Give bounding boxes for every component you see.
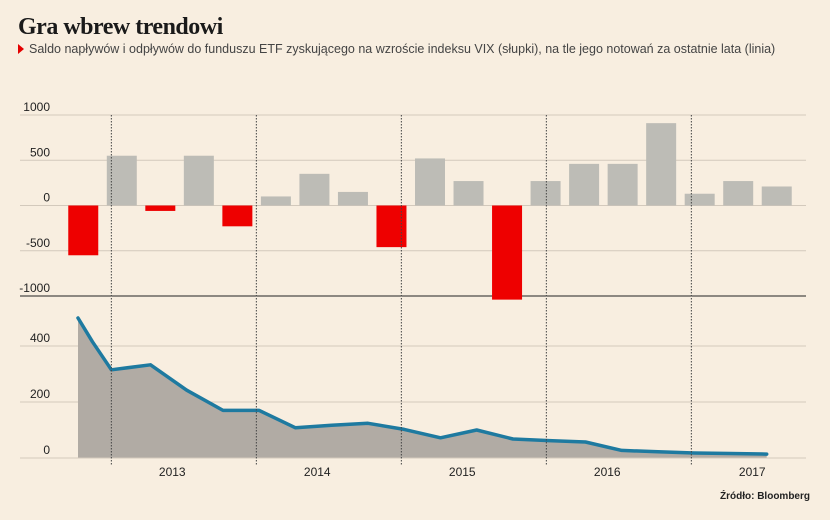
bar-panel: 1000 500 0 -500 -1000 — [19, 100, 806, 300]
bar-positive — [530, 181, 561, 206]
bar-negative — [145, 205, 176, 211]
source-note: Źródło: Bloomberg — [720, 491, 810, 502]
bar-negative — [376, 205, 407, 248]
bar-positive — [453, 181, 484, 206]
bar-y-tick-label: 1000 — [23, 100, 50, 114]
bar-negative — [222, 205, 253, 227]
bar-positive — [761, 186, 792, 206]
bar-positive — [299, 173, 330, 206]
year-dividers — [110, 115, 692, 466]
subtitle-marker-icon — [18, 44, 24, 54]
x-tick-label: 2013 — [159, 465, 186, 479]
price-area — [78, 318, 767, 458]
bar-y-tick-label: -500 — [26, 236, 50, 250]
bar-positive — [415, 158, 445, 206]
x-tick-label: 2015 — [449, 465, 476, 479]
bar-positive — [684, 193, 715, 206]
subtitle-text: Saldo napływów i odpływów do funduszu ET… — [29, 42, 776, 56]
x-tick-label: 2014 — [304, 465, 331, 479]
line-y-tick-label: 200 — [30, 387, 50, 401]
bar-y-tick-label: 0 — [43, 191, 50, 205]
bar-positive — [260, 196, 291, 206]
chart-subtitle: Saldo napływów i odpływów do funduszu ET… — [18, 42, 775, 56]
chart-title: Gra wbrew trendowi — [18, 14, 223, 40]
bar-positive — [569, 163, 600, 206]
bar-positive — [607, 163, 638, 206]
price-line — [76, 316, 769, 456]
line-panel: 400 200 0 2013 2014 2015 2016 2017 — [20, 316, 806, 479]
bar-positive — [723, 181, 754, 206]
bar-negative — [68, 205, 99, 256]
bar-positive — [646, 123, 677, 206]
line-y-tick-label: 0 — [43, 443, 50, 457]
bar-y-tick-label: -1000 — [19, 281, 50, 295]
line-y-tick-label: 400 — [30, 331, 50, 345]
x-tick-label: 2017 — [739, 465, 766, 479]
bar-y-tick-label: 500 — [30, 145, 50, 159]
bar-negative — [492, 205, 523, 300]
x-tick-label: 2016 — [594, 465, 621, 479]
bar-positive — [337, 191, 368, 206]
bar-positive — [183, 155, 214, 206]
